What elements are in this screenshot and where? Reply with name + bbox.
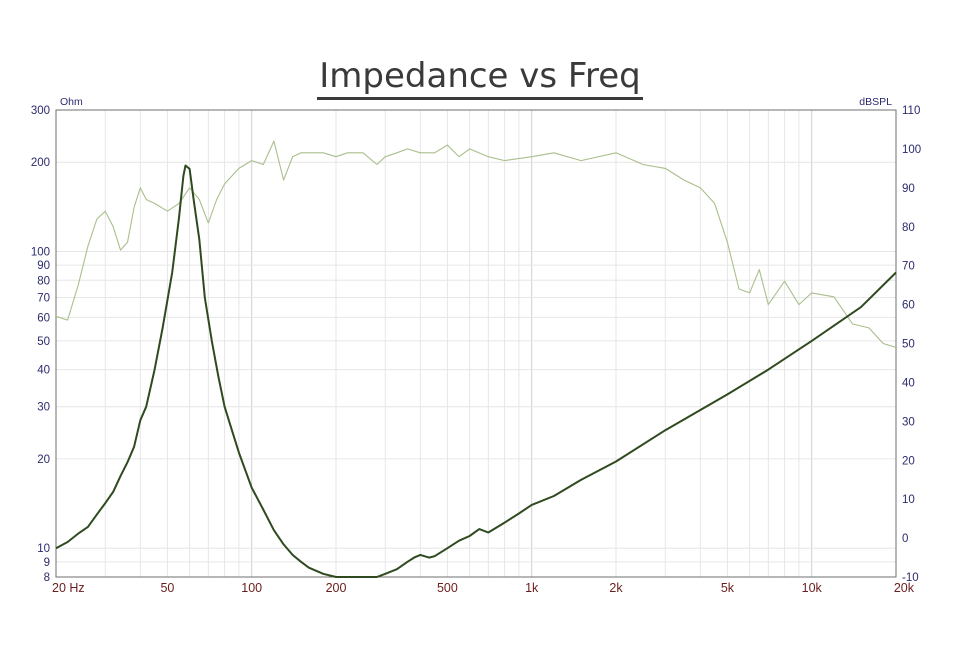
right-tick-label: 10 [902,494,915,506]
right-tick-label: 0 [902,533,908,545]
right-tick-label: 80 [902,222,915,234]
right-tick-label: 50 [902,339,915,351]
left-tick-label: 20 [37,454,50,466]
left-tick-label: 8 [44,572,50,584]
right-tick-label: 30 [902,416,915,428]
series-layer [55,140,897,578]
left-tick-label: 300 [31,105,50,117]
x-axis-ticks: 20 Hz 50 100 200 500 1k 2k 5k 10k 20k [52,581,915,595]
left-tick-label: 80 [37,275,50,287]
x-tick-label: 20 Hz [52,581,85,595]
right-tick-label: 40 [902,377,915,389]
x-tick-label: 500 [437,581,458,595]
left-tick-label: 50 [37,336,50,348]
left-tick-label: 70 [37,293,50,305]
x-tick-label: 200 [326,581,347,595]
right-axis-unit: dBSPL [859,96,892,108]
right-tick-label: 90 [902,183,915,195]
left-tick-label: 30 [37,402,50,414]
left-tick-label: 90 [37,260,50,272]
chart-title-text: Impedance vs Freq [317,56,643,100]
right-tick-label: 110 [902,105,920,117]
x-tick-label: 50 [160,581,174,595]
plot-area-frame [55,109,897,578]
right-tick-label: 20 [902,455,915,467]
x-tick-label: 2k [609,581,623,595]
chart-title: Impedance vs Freq [0,56,960,100]
x-tick-label: 1k [525,581,539,595]
right-tick-label: 60 [902,300,915,312]
impedance-curve [55,164,897,578]
x-tick-label: 10k [802,581,823,595]
left-tick-label: 60 [37,312,50,324]
x-tick-label: 20k [894,581,915,595]
left-axis-unit: Ohm [60,96,83,108]
right-axis-ticks: -10 0 10 20 30 40 50 60 70 80 90 100 110 [902,105,921,584]
left-tick-label: 200 [31,157,50,169]
right-tick-label: 100 [902,144,921,156]
right-tick-label: -10 [902,572,919,584]
x-tick-label: 5k [721,581,735,595]
left-tick-label: 10 [37,543,50,555]
right-tick-label: 70 [902,261,915,273]
left-tick-label: 100 [31,247,50,259]
left-tick-label: 40 [37,365,50,377]
x-tick-label: 100 [241,581,262,595]
spl-curve [55,140,897,348]
left-tick-label: 9 [44,557,50,569]
